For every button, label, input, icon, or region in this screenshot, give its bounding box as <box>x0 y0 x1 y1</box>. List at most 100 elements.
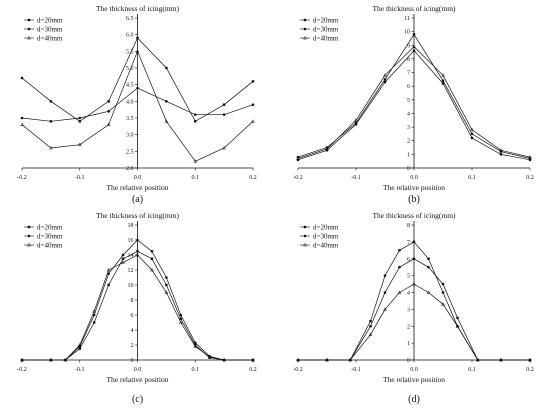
data-point <box>165 66 168 70</box>
series-3 <box>296 281 532 362</box>
x-tick-label: 0.0 <box>134 367 142 373</box>
y-tick-label: 7 <box>407 71 410 77</box>
x-tick-label: 0.0 <box>410 175 418 181</box>
legend-entry: d=30mm <box>37 232 63 240</box>
data-point <box>470 136 474 140</box>
legend-entry: d=30mm <box>313 232 339 240</box>
data-point <box>121 253 125 257</box>
data-point <box>207 354 212 359</box>
x-tick-label: 0.2 <box>526 175 534 181</box>
data-point <box>193 344 198 348</box>
chart-title: The thickness of icing(mm) <box>96 211 180 220</box>
series-2 <box>20 86 255 123</box>
data-point <box>412 240 416 244</box>
x-tick-label: 0.1 <box>468 367 476 373</box>
data-point <box>441 79 445 82</box>
x-tick-label: 0.0 <box>134 175 142 181</box>
x-tick-label: 0.0 <box>410 367 418 373</box>
legend-marker <box>303 234 307 238</box>
data-point <box>348 357 353 362</box>
data-point <box>383 307 387 311</box>
data-point <box>475 357 480 362</box>
data-point <box>427 265 430 269</box>
legend-entry: d=20mm <box>37 16 63 24</box>
y-tick-label: 3.0 <box>126 133 134 139</box>
chart-panel-c: The thickness of icing(mm) -0.2 -0.1 0.0 0.1… <box>17 211 257 405</box>
data-point <box>412 257 416 261</box>
data-point <box>251 357 255 362</box>
y-tick-label: 2 <box>407 139 410 145</box>
y-tick-label: 8 <box>407 57 410 63</box>
data-point <box>136 250 139 253</box>
data-point <box>397 290 402 294</box>
y-tick-label: 6.5 <box>126 16 134 22</box>
legend-entry: d=20mm <box>37 223 63 231</box>
y-tick-label: 6 <box>407 84 410 90</box>
legend-marker <box>27 35 31 40</box>
x-axis-label: The relative position <box>106 183 168 192</box>
data-point <box>455 324 460 328</box>
data-point <box>441 282 445 286</box>
x-tick-label: 0.2 <box>249 175 257 181</box>
y-tick-label: 10 <box>128 283 134 289</box>
data-point <box>77 142 82 147</box>
legend-entry: d=40mm <box>313 34 339 42</box>
y-tick-label: 1 <box>407 152 410 158</box>
y-tick-label: 2.0 <box>126 166 134 172</box>
data-point <box>49 100 53 103</box>
data-point <box>222 357 227 362</box>
x-tick-label: 0.1 <box>468 175 476 181</box>
data-point <box>20 116 24 120</box>
data-point <box>63 357 68 362</box>
y-tick-label: 1 <box>407 341 410 347</box>
panel-label: (b) <box>408 194 420 205</box>
y-tick-label: 8 <box>407 223 410 229</box>
data-point <box>412 33 416 36</box>
chart-panel-d: The thickness of icing(mm) -0.2 -0.1 0.0 0.1… <box>293 211 534 405</box>
data-point <box>136 238 139 242</box>
data-point <box>412 49 416 53</box>
data-point <box>368 332 373 337</box>
x-tick-label: -0.1 <box>351 367 361 373</box>
data-point <box>20 122 24 127</box>
y-tick-label: 4 <box>131 328 134 334</box>
y-tick-label: 3.5 <box>126 116 134 122</box>
y-tick-label: 0 <box>407 358 410 364</box>
data-point <box>528 157 532 160</box>
panel-label: (d) <box>408 394 420 405</box>
data-point <box>369 324 372 328</box>
y-tick-label: 10 <box>404 30 410 36</box>
series-2 <box>296 49 532 162</box>
x-axis-label: The relative position <box>383 183 445 192</box>
data-point <box>499 153 503 156</box>
x-axis-label: The relative position <box>106 375 168 384</box>
y-tick-label: 6 <box>407 257 410 263</box>
y-tick-label: 3 <box>407 307 410 313</box>
data-point <box>208 356 211 359</box>
series-1 <box>20 36 255 123</box>
data-point <box>398 265 401 269</box>
data-point <box>92 309 97 313</box>
data-point <box>20 76 24 80</box>
data-point <box>441 73 445 77</box>
data-point <box>165 276 168 279</box>
data-point <box>499 150 503 153</box>
data-point <box>121 257 125 260</box>
data-point <box>528 357 532 362</box>
y-tick-label: 14 <box>128 253 134 259</box>
data-point <box>296 357 300 362</box>
legend-marker <box>303 27 307 31</box>
data-point <box>426 290 431 294</box>
legend-marker <box>303 18 307 22</box>
data-point <box>325 146 329 151</box>
data-point <box>383 80 387 84</box>
legend-entry: d=40mm <box>313 241 339 249</box>
legend-entry: d=40mm <box>37 241 63 249</box>
x-tick-label: -0.1 <box>75 367 85 373</box>
data-point <box>165 283 168 287</box>
y-tick-label: 5 <box>407 274 410 280</box>
data-point <box>194 120 197 123</box>
chart-title: The thickness of icing(mm) <box>96 4 180 13</box>
data-point <box>193 341 197 345</box>
